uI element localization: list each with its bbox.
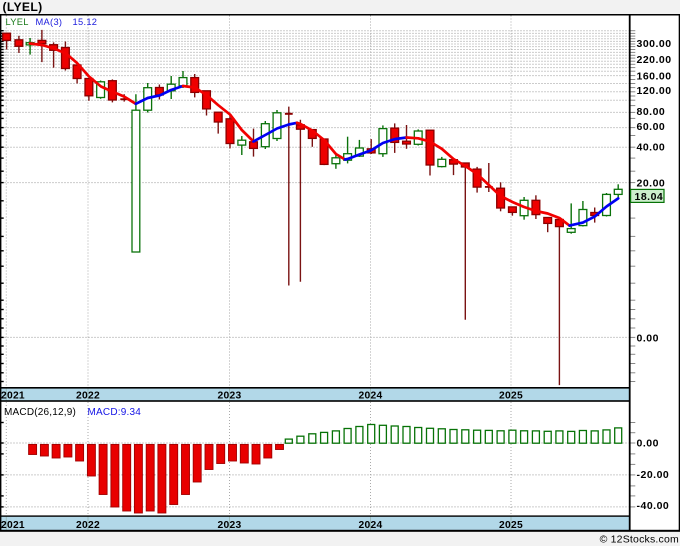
svg-text:© 12Stocks.com: © 12Stocks.com: [600, 533, 679, 545]
svg-text:120.00: 120.00: [637, 85, 672, 97]
svg-text:2022: 2022: [76, 520, 100, 531]
svg-text:-40.00: -40.00: [637, 500, 670, 512]
svg-text:MA(3): MA(3): [36, 17, 63, 27]
svg-text:18.04: 18.04: [635, 191, 664, 203]
svg-text:MACD(26,12,9): MACD(26,12,9): [4, 407, 76, 418]
svg-text:160.00: 160.00: [637, 70, 672, 82]
svg-text:15.12: 15.12: [73, 17, 98, 27]
svg-text:2021: 2021: [1, 520, 25, 531]
svg-text:2023: 2023: [218, 520, 242, 531]
svg-text:2021: 2021: [1, 391, 25, 402]
svg-text:2025: 2025: [499, 520, 523, 531]
svg-text:2024: 2024: [359, 391, 383, 402]
svg-text:80.00: 80.00: [637, 106, 666, 118]
svg-text:300.00: 300.00: [637, 38, 672, 50]
svg-text:-20.00: -20.00: [637, 469, 670, 481]
svg-text:2022: 2022: [76, 391, 100, 402]
svg-text:60.00: 60.00: [637, 121, 666, 133]
svg-text:0.00: 0.00: [637, 333, 659, 345]
svg-text:0.00: 0.00: [637, 438, 659, 450]
svg-text:2023: 2023: [218, 391, 242, 402]
svg-text:2024: 2024: [359, 520, 383, 531]
svg-text:220.00: 220.00: [637, 54, 672, 66]
svg-text:40.00: 40.00: [637, 142, 666, 154]
svg-text:MACD:9.34: MACD:9.34: [88, 407, 142, 418]
svg-text:2025: 2025: [499, 391, 523, 402]
svg-text:20.00: 20.00: [637, 177, 666, 189]
svg-text:LYEL: LYEL: [6, 17, 29, 27]
svg-text:(LYEL): (LYEL): [3, 0, 43, 14]
